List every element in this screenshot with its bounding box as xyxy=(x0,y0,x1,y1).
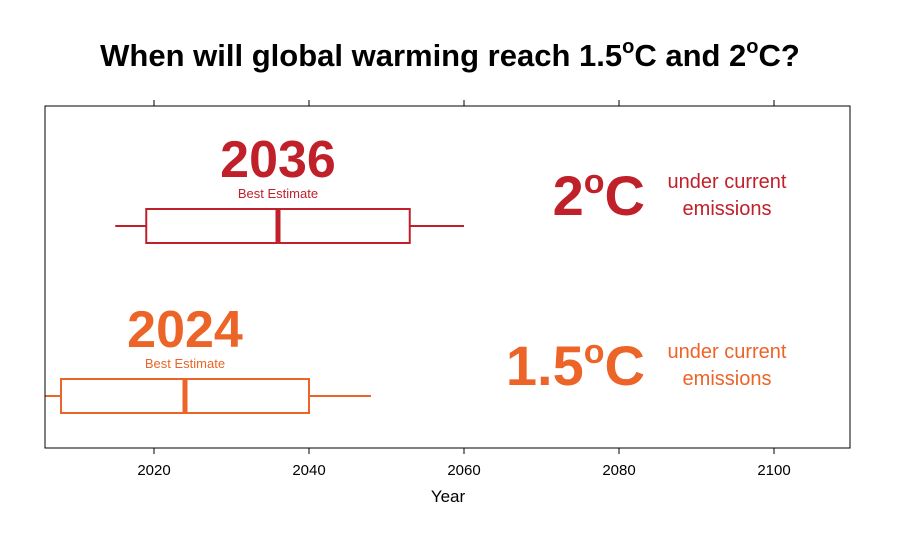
x-tick-label: 2040 xyxy=(292,462,325,479)
scenario-note-line1: under current xyxy=(668,341,787,363)
top-ticks xyxy=(153,100,775,106)
best-estimate-caption: Best Estimate xyxy=(238,186,318,201)
chart-title: When will global warming reach 1.5oC and… xyxy=(100,36,800,73)
bottom-ticks xyxy=(153,448,775,454)
x-axis-title: Year xyxy=(431,487,466,506)
best-estimate-caption: Best Estimate xyxy=(145,356,225,371)
scenario-note-line2: emissions xyxy=(683,368,772,390)
x-tick-label: 2100 xyxy=(757,462,790,479)
best-estimate-year: 2024 xyxy=(127,301,243,359)
best-estimate-year: 2036 xyxy=(220,131,336,189)
scenario-note-line2: emissions xyxy=(683,198,772,220)
scenario-note-line1: under current xyxy=(668,171,787,193)
x-tick-label: 2080 xyxy=(602,462,635,479)
tick-labels: 2020 2040 2060 2080 2100 xyxy=(137,462,790,479)
x-tick-label: 2060 xyxy=(447,462,480,479)
x-tick-label: 2020 xyxy=(137,462,170,479)
temperature-label: 2oC xyxy=(553,163,645,227)
plot-frame xyxy=(44,105,851,449)
temperature-label: 1.5oC xyxy=(506,333,645,397)
